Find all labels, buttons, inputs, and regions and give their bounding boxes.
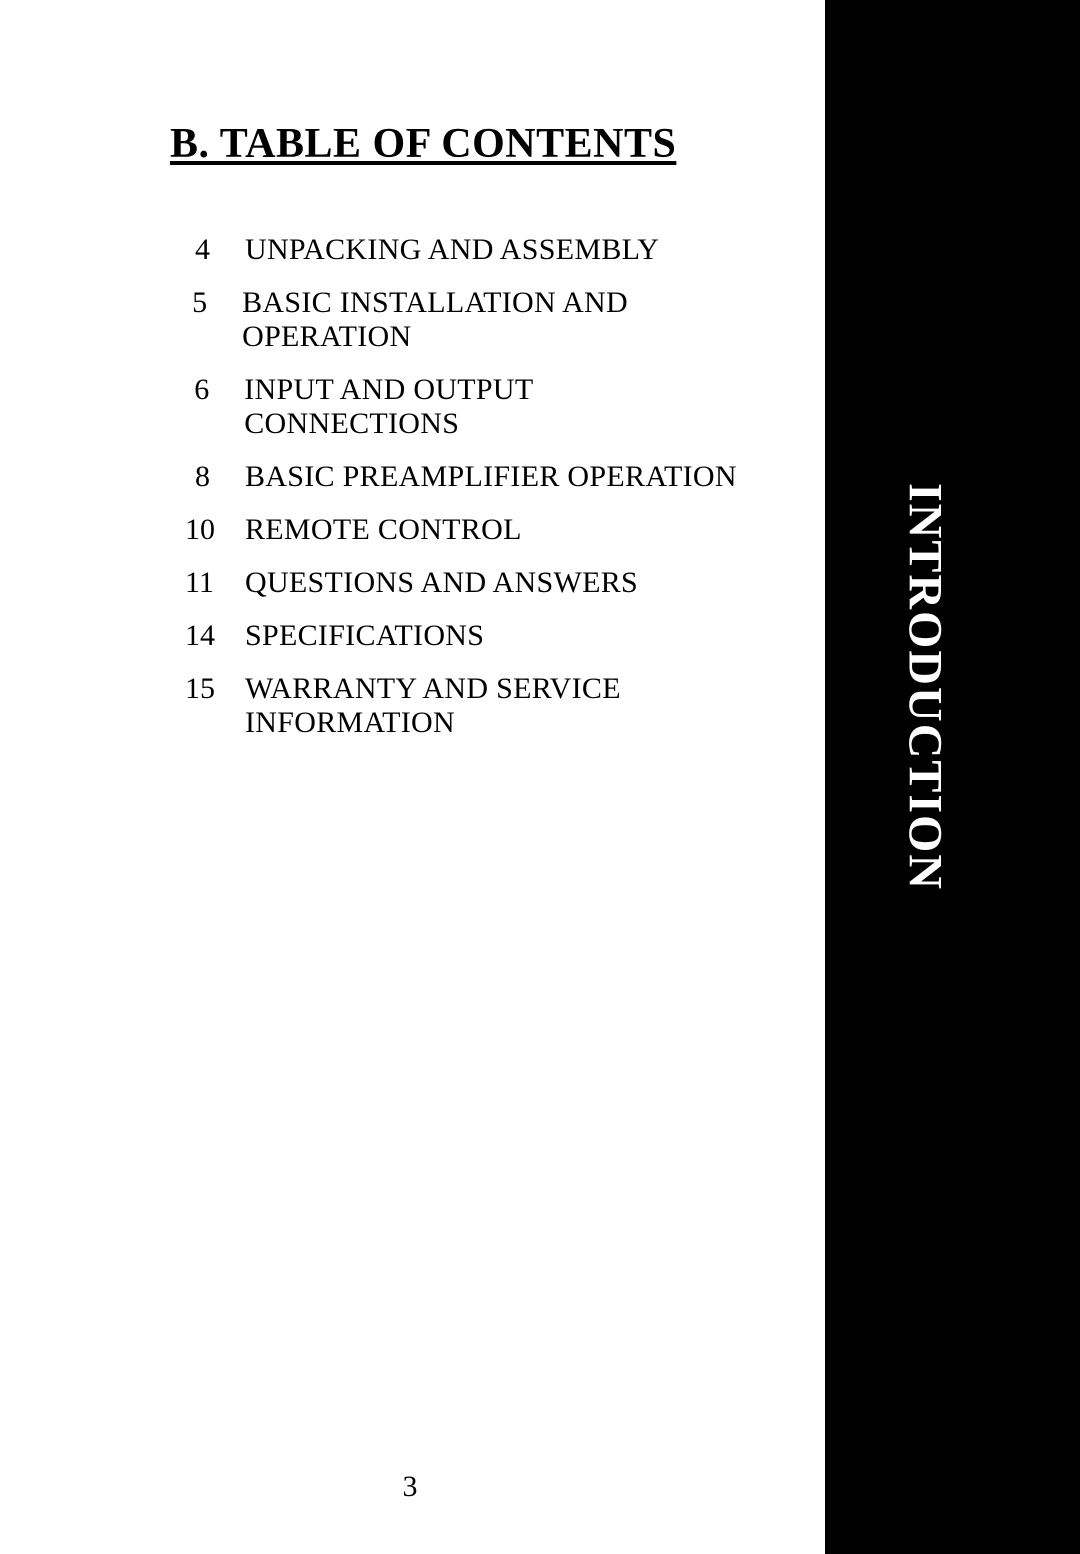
side-tab: INTRODUCTION [825, 0, 1080, 1554]
page-number: 3 [0, 1470, 820, 1504]
toc-entry-title: WARRANTY AND SERVICE INFORMATION [245, 672, 740, 740]
toc-item: 5 BASIC INSTALLATION AND OPERATION [185, 286, 740, 354]
toc-page-number: 10 [185, 513, 245, 547]
toc-entry-title: SPECIFICATIONS [245, 619, 484, 653]
toc-page-number: 6 [185, 373, 244, 441]
toc-item: 15 WARRANTY AND SERVICE INFORMATION [185, 672, 740, 740]
toc-entry-title: INPUT AND OUTPUT CONNECTIONS [244, 373, 740, 441]
side-tab-label: INTRODUCTION [898, 483, 953, 891]
toc-page-number: 4 [185, 233, 245, 267]
toc-page-number: 11 [185, 566, 245, 600]
toc-list: 4 UNPACKING AND ASSEMBLY 5 BASIC INSTALL… [170, 233, 740, 740]
toc-item: 10 REMOTE CONTROL [185, 513, 740, 547]
toc-entry-title: UNPACKING AND ASSEMBLY [245, 233, 659, 267]
toc-page-number: 14 [185, 619, 245, 653]
toc-heading: B. TABLE OF CONTENTS [170, 120, 740, 168]
tab-strip: INTRODUCTION [825, 0, 1025, 1554]
toc-page-number: 8 [185, 460, 245, 494]
toc-entry-title: QUESTIONS AND ANSWERS [245, 566, 638, 600]
toc-page-number: 15 [185, 672, 245, 740]
toc-item: 6 INPUT AND OUTPUT CONNECTIONS [185, 373, 740, 441]
toc-page-number: 5 [185, 286, 242, 354]
toc-entry-title: BASIC PREAMPLIFIER OPERATION [245, 460, 737, 494]
toc-item: 4 UNPACKING AND ASSEMBLY [185, 233, 740, 267]
toc-entry-title: BASIC INSTALLATION AND OPERATION [242, 286, 740, 354]
page-content: B. TABLE OF CONTENTS 4 UNPACKING AND ASS… [0, 0, 820, 819]
toc-entry-title: REMOTE CONTROL [245, 513, 522, 547]
toc-item: 8 BASIC PREAMPLIFIER OPERATION [185, 460, 740, 494]
toc-item: 11 QUESTIONS AND ANSWERS [185, 566, 740, 600]
tab-right-edge [1025, 0, 1080, 1554]
toc-item: 14 SPECIFICATIONS [185, 619, 740, 653]
